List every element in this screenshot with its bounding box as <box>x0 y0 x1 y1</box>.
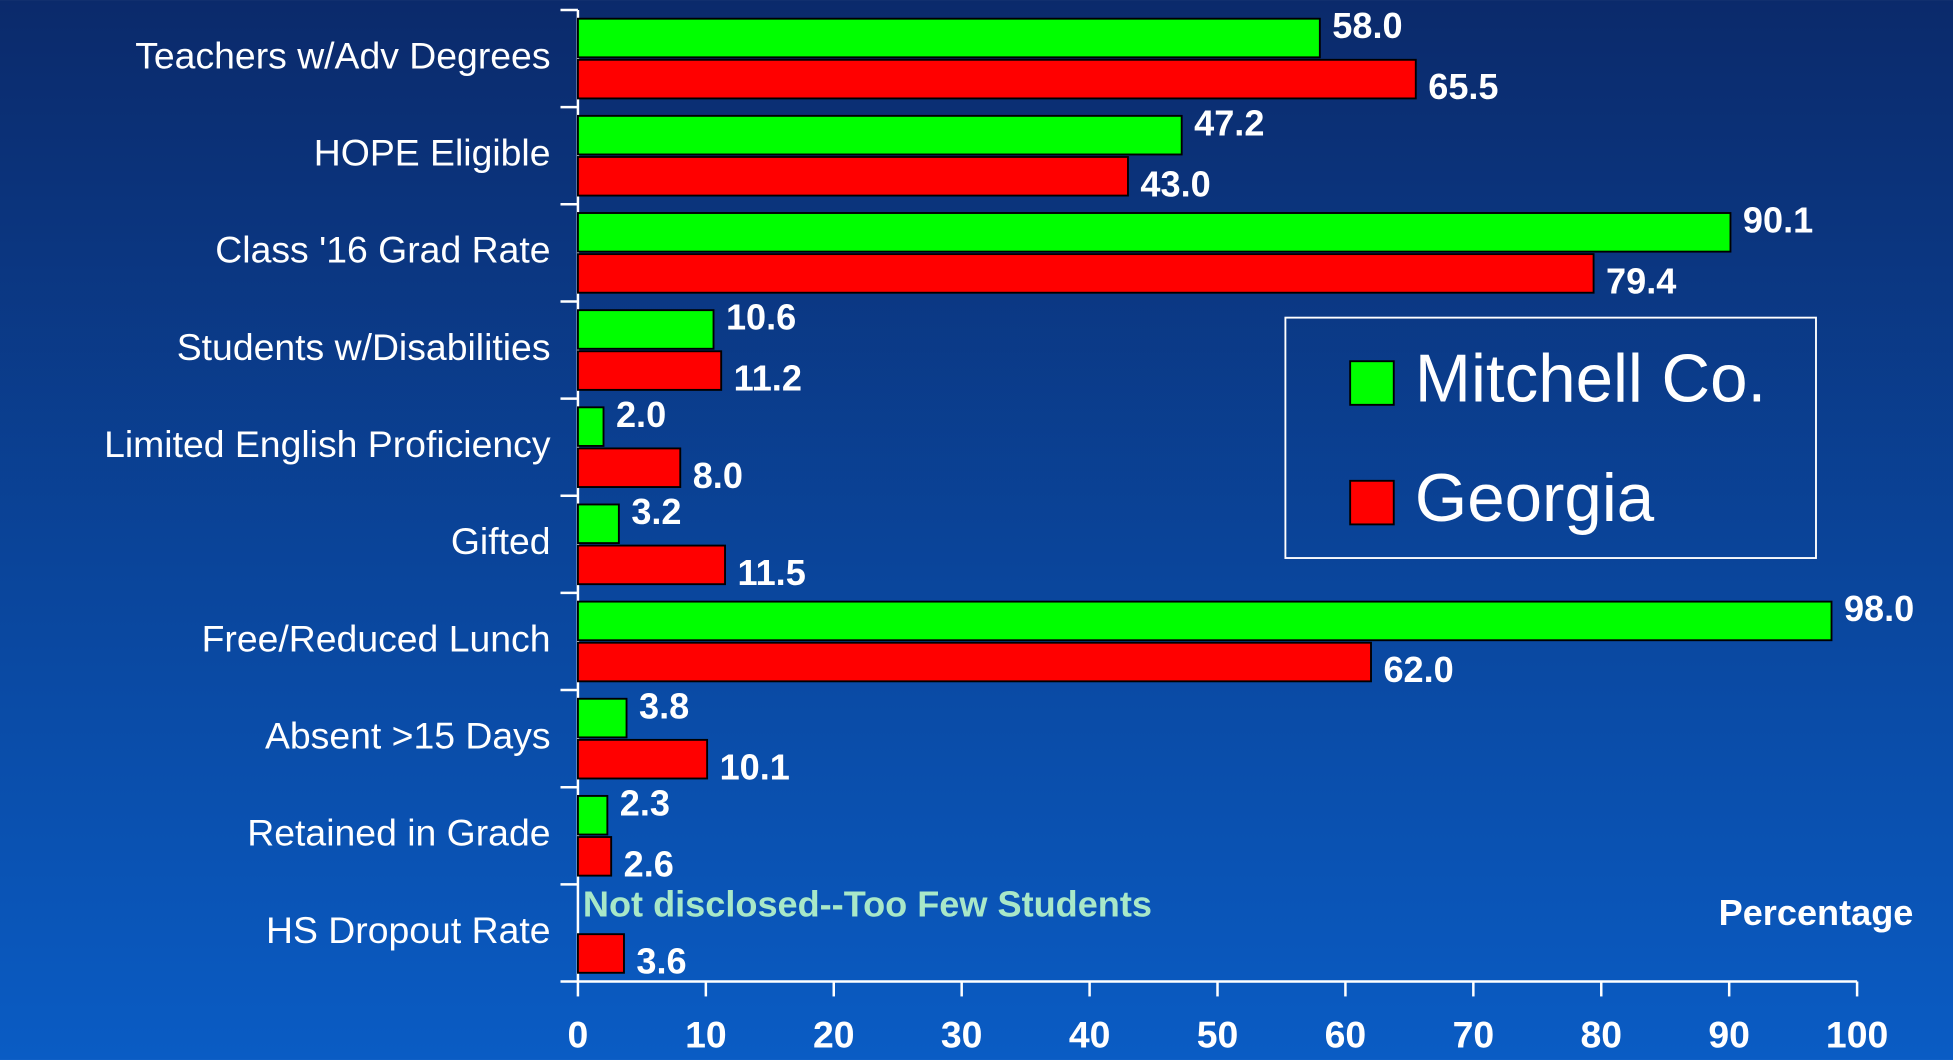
y-tick-label: Absent >15 Days <box>265 715 551 757</box>
x-tick-label: 40 <box>1069 1013 1111 1055</box>
x-axis-label: Percentage <box>1719 892 1914 933</box>
bar <box>576 933 625 974</box>
bar <box>576 156 1129 197</box>
value-label: 47.2 <box>1194 102 1264 143</box>
bar <box>576 17 1321 59</box>
y-tick-label: Class '16 Grad Rate <box>215 229 550 271</box>
x-tick-label: 50 <box>1197 1013 1239 1055</box>
bar <box>576 544 726 586</box>
y-tick-label: Gifted <box>451 520 551 562</box>
y-tick-label: Free/Reduced Lunch <box>202 617 551 659</box>
value-label: 11.2 <box>734 358 802 399</box>
x-tick-label: 80 <box>1580 1013 1622 1055</box>
y-tick-label: Students w/Disabilities <box>177 326 551 368</box>
annotation: Not disclosed--Too Few Students <box>583 883 1152 924</box>
value-label: 3.6 <box>636 941 686 982</box>
x-tick-label: 10 <box>685 1013 727 1055</box>
y-tick-label: Teachers w/Adv Degrees <box>135 34 550 76</box>
bar <box>576 641 1372 683</box>
x-tick-label: 90 <box>1708 1013 1750 1055</box>
value-label: 10.6 <box>726 297 796 338</box>
value-label: 10.1 <box>720 746 790 787</box>
value-label: 43.0 <box>1140 163 1210 204</box>
value-label: 2.3 <box>620 782 670 823</box>
value-label: 3.2 <box>631 491 681 532</box>
bar <box>576 406 605 447</box>
y-tick-label: Limited English Proficiency <box>104 423 551 465</box>
legend-box <box>1284 316 1817 559</box>
bar <box>576 114 1183 156</box>
bar <box>576 447 682 488</box>
bar <box>576 836 613 877</box>
value-label: 3.8 <box>639 685 689 726</box>
legend-label: Georgia <box>1415 461 1655 536</box>
value-label: 62.0 <box>1383 649 1453 690</box>
value-label: 2.0 <box>616 394 666 435</box>
bar <box>576 697 628 739</box>
y-tick-label: Retained in Grade <box>247 812 550 854</box>
legend-label: Mitchell Co. <box>1415 341 1766 416</box>
bar <box>576 600 1833 642</box>
bar <box>576 309 715 350</box>
legend-swatch <box>1349 479 1395 526</box>
bar <box>576 738 709 780</box>
bar <box>576 253 1595 294</box>
y-tick-label: HOPE Eligible <box>314 132 551 174</box>
bar <box>576 503 620 545</box>
value-label: 11.5 <box>737 552 805 593</box>
y-tick-label: HS Dropout Rate <box>266 909 550 951</box>
x-tick-label: 20 <box>813 1013 855 1055</box>
value-label: 8.0 <box>693 455 743 496</box>
value-label: 65.5 <box>1428 66 1498 107</box>
x-tick-label: 30 <box>941 1013 983 1055</box>
value-label: 98.0 <box>1844 588 1914 629</box>
bar <box>576 58 1417 100</box>
bar <box>576 350 723 391</box>
x-tick-label: 60 <box>1325 1013 1367 1055</box>
legend-swatch <box>1349 360 1395 406</box>
value-label: 79.4 <box>1606 261 1676 302</box>
x-tick-label: 70 <box>1453 1013 1495 1055</box>
value-label: 90.1 <box>1743 200 1813 241</box>
bar <box>576 794 609 836</box>
x-tick-label: 0 <box>568 1013 589 1055</box>
x-tick-label: 100 <box>1826 1013 1888 1055</box>
value-label: 2.6 <box>624 843 674 884</box>
value-label: 58.0 <box>1332 5 1402 46</box>
bar <box>576 212 1732 253</box>
